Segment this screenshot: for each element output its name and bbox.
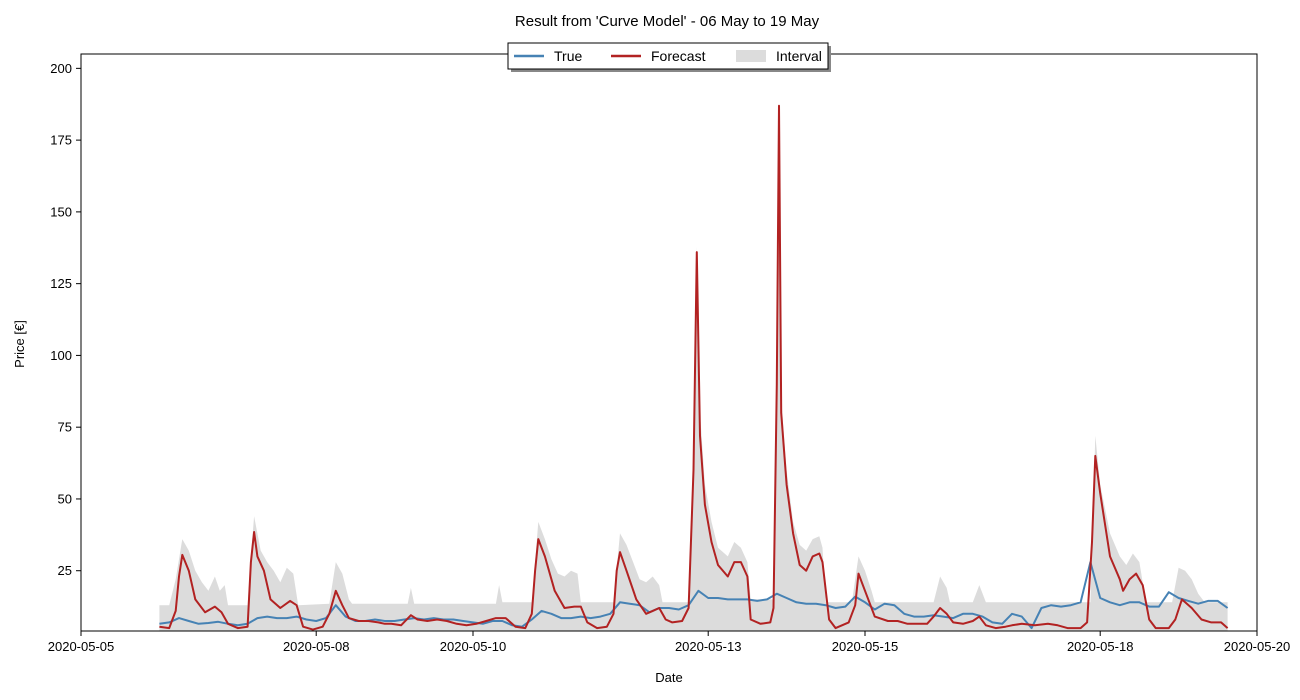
y-tick-label: 200 — [50, 61, 72, 76]
y-tick-label: 175 — [50, 133, 72, 148]
y-axis-label: Price [€] — [12, 320, 27, 368]
series-true-line — [159, 561, 1229, 630]
legend-box — [507, 42, 829, 70]
legend-label: True — [554, 48, 582, 64]
x-tick-label: 2020-05-05 — [48, 639, 115, 654]
legend-label: Forecast — [651, 48, 706, 64]
x-tick-label: 2020-05-15 — [832, 639, 899, 654]
legend-label: Interval — [776, 48, 822, 64]
x-axis-label: Date — [655, 670, 682, 685]
plot-area — [159, 104, 1229, 631]
y-tick-label: 100 — [50, 348, 72, 363]
axes: 25 50 75 100 125 150 175 200 2020-05-05 2020-05-0… — [48, 53, 1291, 654]
y-tick-label: 150 — [50, 204, 72, 219]
x-tick-label: 2020-05-18 — [1067, 639, 1134, 654]
y-tick-label: 75 — [58, 420, 72, 435]
series-interval-band — [159, 105, 1228, 631]
chart-title: Result from 'Curve Model' - 06 May to 19… — [515, 13, 820, 30]
legend-item-interval: Interval — [736, 48, 822, 64]
x-tick-label: 2020-05-10 — [440, 639, 507, 654]
x-tick-label: 2020-05-13 — [675, 639, 742, 654]
y-tick-label: 125 — [50, 276, 72, 291]
legend-swatch — [736, 50, 766, 62]
series-forecast-line — [159, 104, 1229, 631]
legend: True Forecast Interval — [507, 42, 831, 72]
y-tick-label: 25 — [58, 563, 72, 578]
legend-item-true: True — [514, 48, 582, 64]
x-tick-label: 2020-05-08 — [283, 639, 350, 654]
legend-item-forecast: Forecast — [611, 48, 706, 64]
y-tick-label: 50 — [58, 491, 72, 506]
x-tick-label: 2020-05-20 — [1224, 639, 1291, 654]
